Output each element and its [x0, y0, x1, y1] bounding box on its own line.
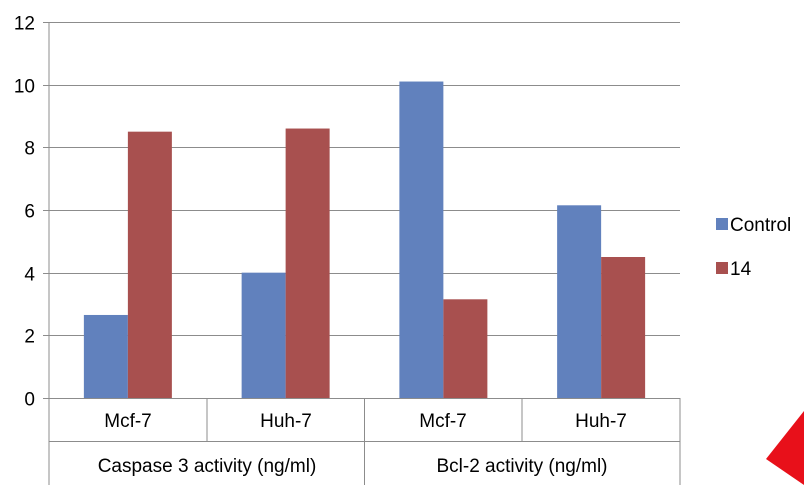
y-tick-label: 10 [14, 77, 35, 98]
bar-14 [285, 128, 330, 399]
legend-swatch-control [716, 218, 728, 230]
bar-control [557, 205, 602, 398]
y-tick-label: 4 [24, 265, 35, 286]
group-label: Bcl-2 activity (ng/ml) [436, 456, 607, 477]
group-label: Caspase 3 activity (ng/ml) [98, 456, 317, 477]
bar-control [83, 314, 128, 398]
legend-label-14: 14 [730, 259, 752, 280]
axes [48, 22, 681, 485]
category-label: Huh-7 [260, 411, 312, 432]
y-tick-label: 0 [24, 390, 35, 411]
legend-label-control: Control [730, 215, 791, 236]
red-arrow-icon [766, 411, 804, 485]
bar-control [241, 272, 286, 398]
legend: Control 14 [716, 215, 791, 280]
bar-control [399, 81, 444, 399]
legend-swatch-14 [716, 262, 728, 274]
y-tick-label: 2 [24, 327, 35, 348]
y-tick-labels: 0 2 4 6 8 10 12 [14, 14, 36, 411]
y-tick-label: 8 [24, 139, 35, 160]
bar-14 [443, 299, 488, 398]
category-label: Mcf-7 [419, 411, 467, 432]
bar-14 [127, 131, 172, 398]
bars [83, 81, 646, 399]
category-label: Mcf-7 [104, 411, 152, 432]
category-labels: Mcf-7 Huh-7 Mcf-7 Huh-7 [104, 411, 627, 432]
bar-14 [601, 257, 646, 398]
category-label: Huh-7 [575, 411, 627, 432]
y-tick-label: 12 [14, 14, 35, 35]
y-tick-label: 6 [24, 202, 35, 223]
group-labels: Caspase 3 activity (ng/ml) Bcl-2 activit… [98, 456, 608, 477]
